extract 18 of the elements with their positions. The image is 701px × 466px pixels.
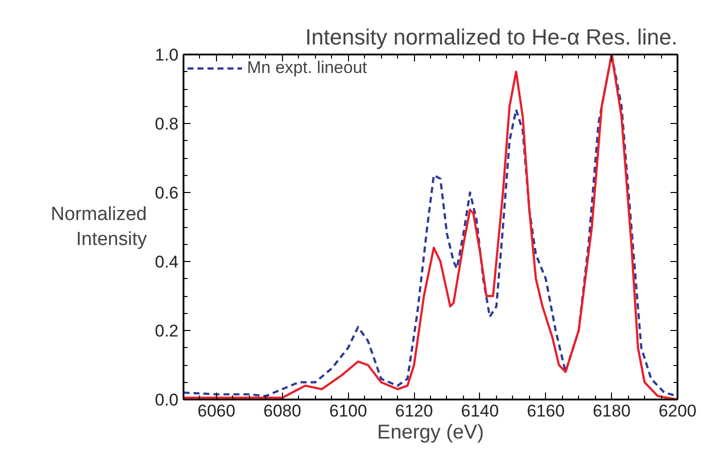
y-tick-label: 1.0	[154, 46, 179, 64]
x-tick-label: 6060	[198, 402, 236, 420]
text: Mn expt. lineout	[247, 58, 368, 78]
y-tick-label: 0.4	[154, 252, 179, 272]
y-tick-label: 0.2	[154, 322, 179, 340]
y-tick-label: 0.0	[154, 390, 179, 410]
y-axis-title: Normalized Intensity	[50, 204, 148, 250]
y-tick-label: 0.6	[154, 184, 179, 202]
x-tick-label: 6120	[395, 402, 433, 420]
x-tick-label: 6160	[526, 402, 565, 420]
x-tick-label: 6140	[460, 402, 499, 420]
x-tick-label: 6100	[329, 402, 368, 420]
x-axis-title: Energy (eV)	[377, 422, 484, 444]
y-tick-label: 0.8	[154, 114, 179, 134]
chart-title: Intensity normalized to He-α Res. line.	[305, 24, 678, 50]
x-tick-label: 6080	[263, 402, 302, 420]
x-tick-label: 6180	[592, 402, 631, 420]
x-tick-label: 6200	[658, 402, 696, 420]
